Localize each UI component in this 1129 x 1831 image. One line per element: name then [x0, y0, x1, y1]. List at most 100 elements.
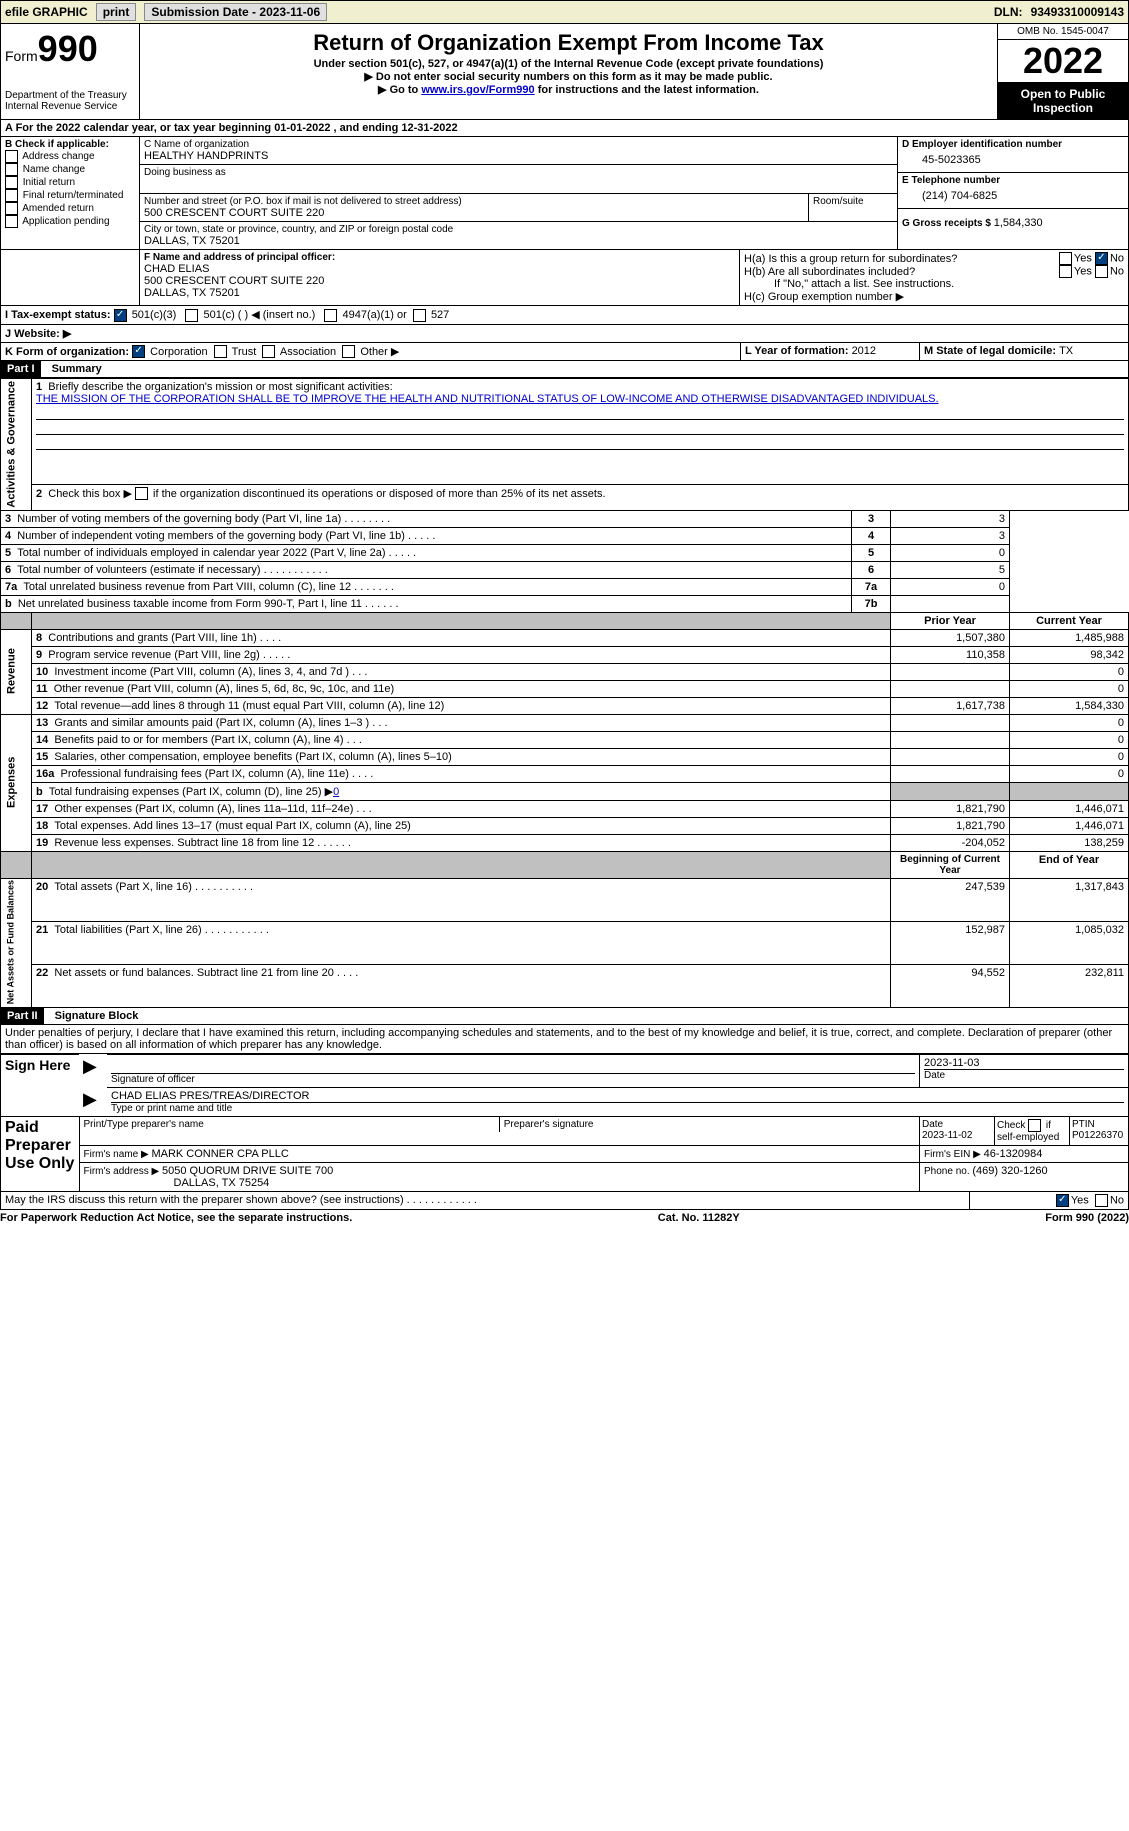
exp-line-text: Total fundraising expenses (Part IX, col…: [49, 786, 333, 798]
form-number: 990: [38, 28, 98, 69]
exp-current: 0: [1010, 731, 1129, 748]
header-right: OMB No. 1545-0047 2022 Open to Public In…: [997, 24, 1128, 119]
fundraising-link[interactable]: 0: [333, 786, 339, 798]
print-button[interactable]: print: [96, 3, 137, 21]
ptin-label: PTIN: [1072, 1119, 1095, 1130]
k-other-checkbox[interactable]: [342, 345, 355, 358]
line-a-text: A For the 2022 calendar year, or tax yea…: [1, 120, 1128, 136]
gov-line-value: 0: [891, 544, 1010, 561]
yes-label-2: Yes: [1074, 265, 1092, 277]
k-trust-label: Trust: [232, 346, 257, 358]
irs-link[interactable]: www.irs.gov/Form990: [421, 84, 534, 96]
gov-line-box: 7a: [852, 578, 891, 595]
line2-checkbox[interactable]: [135, 487, 148, 500]
b-item-checkbox[interactable]: [5, 215, 18, 228]
b-item-checkbox[interactable]: [5, 176, 18, 189]
rev-current: 0: [1010, 680, 1129, 697]
section-klm: K Form of organization: Corporation Trus…: [0, 343, 1129, 362]
rev-prior: 1,617,738: [891, 697, 1010, 714]
city-label: City or town, state or province, country…: [144, 224, 893, 235]
firm-addr-label: Firm's address ▶: [84, 1166, 163, 1177]
firm-name: MARK CONNER CPA PLLC: [151, 1148, 288, 1160]
j-label: J Website: ▶: [1, 325, 1128, 342]
exp-prior: [891, 714, 1010, 731]
hb-no-checkbox[interactable]: [1095, 265, 1108, 278]
k-other-label: Other ▶: [360, 346, 399, 358]
discuss-yes-checkbox[interactable]: [1056, 1194, 1069, 1207]
ptin-value: P01226370: [1072, 1130, 1123, 1141]
b-item-checkbox[interactable]: [5, 150, 18, 163]
i-501c3-checkbox[interactable]: [114, 309, 127, 322]
exp-line-text: Grants and similar amounts paid (Part IX…: [54, 717, 387, 729]
prep-date: 2023-11-02: [922, 1130, 972, 1141]
b-item-checkbox[interactable]: [5, 163, 18, 176]
net-current: 1,085,032: [1010, 921, 1129, 964]
k-trust-checkbox[interactable]: [214, 345, 227, 358]
i-501c3-label: 501(c)(3): [132, 309, 177, 321]
self-emp-checkbox[interactable]: [1028, 1119, 1041, 1132]
k-corp-checkbox[interactable]: [132, 345, 145, 358]
discuss-no-label: No: [1110, 1194, 1124, 1206]
exp-prior: 1,821,790: [891, 800, 1010, 817]
open-inspection: Open to Public Inspection: [998, 83, 1128, 119]
rev-line-text: Other revenue (Part VIII, column (A), li…: [54, 683, 394, 695]
officer-typed: CHAD ELIAS PRES/TREAS/DIRECTOR: [111, 1090, 1124, 1102]
gov-line-text: Number of voting members of the governin…: [17, 513, 390, 525]
section-f: F Name and address of principal officer:…: [140, 250, 740, 305]
submission-date-button[interactable]: Submission Date - 2023-11-06: [144, 3, 327, 21]
note2-pre: ▶ Go to: [378, 84, 421, 96]
hc-label: H(c) Group exemption number ▶: [744, 290, 1124, 303]
b-item-checkbox[interactable]: [5, 202, 18, 215]
k-assoc-checkbox[interactable]: [262, 345, 275, 358]
discuss-yes-label: Yes: [1071, 1194, 1089, 1206]
e-label: E Telephone number: [902, 175, 1124, 186]
part1-label: Part I: [1, 361, 41, 377]
rev-prior: 110,358: [891, 646, 1010, 663]
exp-current: 138,259: [1010, 834, 1129, 851]
dept-label: Department of the Treasury Internal Reve…: [5, 90, 135, 112]
i-527-checkbox[interactable]: [413, 309, 426, 322]
ha-no-checkbox[interactable]: [1095, 252, 1108, 265]
firm-name-label: Firm's name ▶: [84, 1149, 152, 1160]
b-item-checkbox[interactable]: [5, 189, 18, 202]
ha-yes-checkbox[interactable]: [1059, 252, 1072, 265]
discuss-no-checkbox[interactable]: [1095, 1194, 1108, 1207]
part2-header: Part II Signature Block: [0, 1008, 1129, 1025]
l-value: 2012: [852, 345, 876, 357]
part1-title: Summary: [44, 363, 102, 375]
prior-year-header: Prior Year: [891, 612, 1010, 629]
prep-date-label: Date: [922, 1119, 943, 1130]
gov-line-text: Total number of volunteers (estimate if …: [17, 564, 328, 576]
exp-line-text: Total expenses. Add lines 13–17 (must eq…: [54, 820, 410, 832]
form-header: Form990 Department of the Treasury Inter…: [0, 24, 1129, 120]
top-toolbar: efile GRAPHIC print Submission Date - 20…: [0, 0, 1129, 24]
section-deg: D Employer identification number 45-5023…: [898, 137, 1128, 249]
note-1: ▶ Do not enter social security numbers o…: [144, 70, 993, 83]
net-prior: 152,987: [891, 921, 1010, 964]
rev-line-text: Total revenue—add lines 8 through 11 (mu…: [54, 700, 444, 712]
mission-text: THE MISSION OF THE CORPORATION SHALL BE …: [36, 393, 939, 405]
f-spacer: [1, 250, 140, 305]
part1-header: Part I Summary: [0, 361, 1129, 378]
page-footer: For Paperwork Reduction Act Notice, see …: [0, 1210, 1129, 1226]
prep-name-label: Print/Type preparer's name: [80, 1117, 500, 1132]
net-line-text: Total assets (Part X, line 16) . . . . .…: [54, 881, 253, 893]
exp-prior: -204,052: [891, 834, 1010, 851]
firm-ein: 46-1320984: [984, 1148, 1043, 1160]
gov-line-value: 3: [891, 510, 1010, 527]
b-item-label: Initial return: [23, 177, 75, 188]
i-501c-checkbox[interactable]: [185, 309, 198, 322]
k-corp-label: Corporation: [150, 346, 207, 358]
footer-mid: Cat. No. 11282Y: [658, 1212, 740, 1224]
note2-post: for instructions and the latest informat…: [535, 84, 759, 96]
b-item-label: Final return/terminated: [23, 190, 124, 201]
line-a: A For the 2022 calendar year, or tax yea…: [0, 120, 1129, 137]
gov-line-text: Number of independent voting members of …: [17, 530, 435, 542]
rev-line-text: Contributions and grants (Part VIII, lin…: [48, 632, 281, 644]
m-value: TX: [1059, 345, 1073, 357]
exp-line-text: Other expenses (Part IX, column (A), lin…: [54, 803, 371, 815]
hb-yes-checkbox[interactable]: [1059, 265, 1072, 278]
k-label: K Form of organization:: [5, 346, 129, 358]
i-4947-checkbox[interactable]: [324, 309, 337, 322]
exp-prior: [891, 731, 1010, 748]
